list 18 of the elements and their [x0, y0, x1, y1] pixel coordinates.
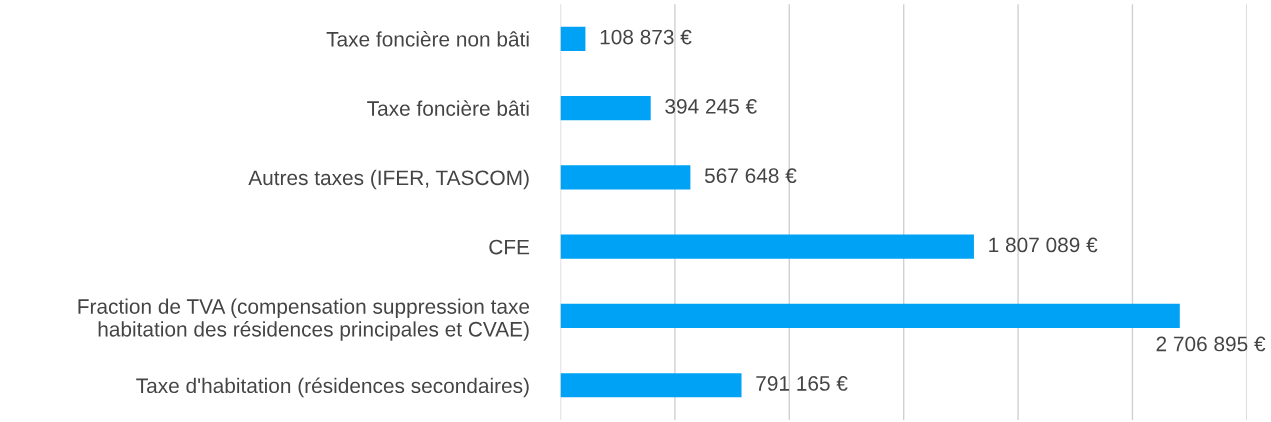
y-tick-label: Autres taxes (IFER, TASCOM): [248, 169, 529, 190]
y-tick-label: Taxe foncière bâti: [367, 100, 529, 116]
data-label: 2 706 895 €: [1156, 336, 1266, 352]
data-label: 567 648 €: [704, 168, 797, 184]
y-tick-label: CFE: [489, 239, 530, 255]
data-label: 1 807 089 €: [989, 237, 1098, 253]
data-label: 791 165 €: [756, 376, 848, 391]
bar: [560, 234, 974, 259]
bar: [560, 165, 691, 190]
bar: [560, 26, 586, 51]
bar: [560, 96, 651, 121]
y-tick-label: Fraction de TVA (compensation suppression taxe habitation des résidences principales et CVAE): [78, 298, 530, 341]
bar: [560, 303, 1180, 329]
y-tick-label: Taxe d'habitation (résidences secondaires): [136, 377, 529, 398]
y-tick-label: Taxe foncière non bâti: [326, 31, 529, 47]
data-label: 108 873 €: [600, 29, 692, 45]
data-label: 394 245 €: [665, 98, 757, 114]
bar: [560, 373, 742, 398]
